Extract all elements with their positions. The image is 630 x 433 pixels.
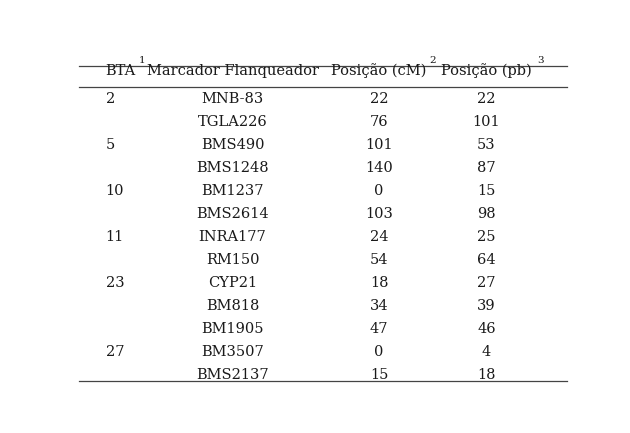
Text: 24: 24 xyxy=(370,230,388,244)
Text: Posição (cM): Posição (cM) xyxy=(331,63,427,78)
Text: 22: 22 xyxy=(370,92,388,107)
Text: 11: 11 xyxy=(106,230,124,244)
Text: RM150: RM150 xyxy=(206,253,260,267)
Text: BMS490: BMS490 xyxy=(201,138,265,152)
Text: 15: 15 xyxy=(478,184,496,198)
Text: 54: 54 xyxy=(370,253,388,267)
Text: 15: 15 xyxy=(370,368,388,382)
Text: 103: 103 xyxy=(365,207,393,221)
Text: 76: 76 xyxy=(370,115,388,129)
Text: 101: 101 xyxy=(472,115,500,129)
Text: 87: 87 xyxy=(477,162,496,175)
Text: BM1905: BM1905 xyxy=(202,322,264,336)
Text: 0: 0 xyxy=(374,184,384,198)
Text: 27: 27 xyxy=(106,346,124,359)
Text: 25: 25 xyxy=(477,230,496,244)
Text: TGLA226: TGLA226 xyxy=(198,115,267,129)
Text: BM818: BM818 xyxy=(206,299,259,313)
Text: 46: 46 xyxy=(477,322,496,336)
Text: 3: 3 xyxy=(537,55,544,65)
Text: 140: 140 xyxy=(365,162,393,175)
Text: MNB-83: MNB-83 xyxy=(202,92,264,107)
Text: 2: 2 xyxy=(106,92,115,107)
Text: 39: 39 xyxy=(477,299,496,313)
Text: Marcador Flanqueador: Marcador Flanqueador xyxy=(147,64,319,78)
Text: Posição (pb): Posição (pb) xyxy=(441,63,532,78)
Text: 64: 64 xyxy=(477,253,496,267)
Text: 0: 0 xyxy=(374,346,384,359)
Text: BMS2137: BMS2137 xyxy=(196,368,269,382)
Text: 10: 10 xyxy=(106,184,124,198)
Text: 23: 23 xyxy=(106,276,124,291)
Text: 18: 18 xyxy=(370,276,388,291)
Text: BTA: BTA xyxy=(106,64,136,78)
Text: 98: 98 xyxy=(477,207,496,221)
Text: 5: 5 xyxy=(106,138,115,152)
Text: INRA177: INRA177 xyxy=(198,230,266,244)
Text: 2: 2 xyxy=(429,55,436,65)
Text: BM1237: BM1237 xyxy=(202,184,264,198)
Text: 18: 18 xyxy=(477,368,496,382)
Text: 53: 53 xyxy=(477,138,496,152)
Text: 27: 27 xyxy=(477,276,496,291)
Text: 47: 47 xyxy=(370,322,388,336)
Text: 101: 101 xyxy=(365,138,393,152)
Text: BM3507: BM3507 xyxy=(201,346,264,359)
Text: BMS1248: BMS1248 xyxy=(196,162,269,175)
Text: 1: 1 xyxy=(139,55,146,65)
Text: 22: 22 xyxy=(477,92,496,107)
Text: 4: 4 xyxy=(482,346,491,359)
Text: 34: 34 xyxy=(370,299,388,313)
Text: BMS2614: BMS2614 xyxy=(196,207,269,221)
Text: CYP21: CYP21 xyxy=(208,276,257,291)
